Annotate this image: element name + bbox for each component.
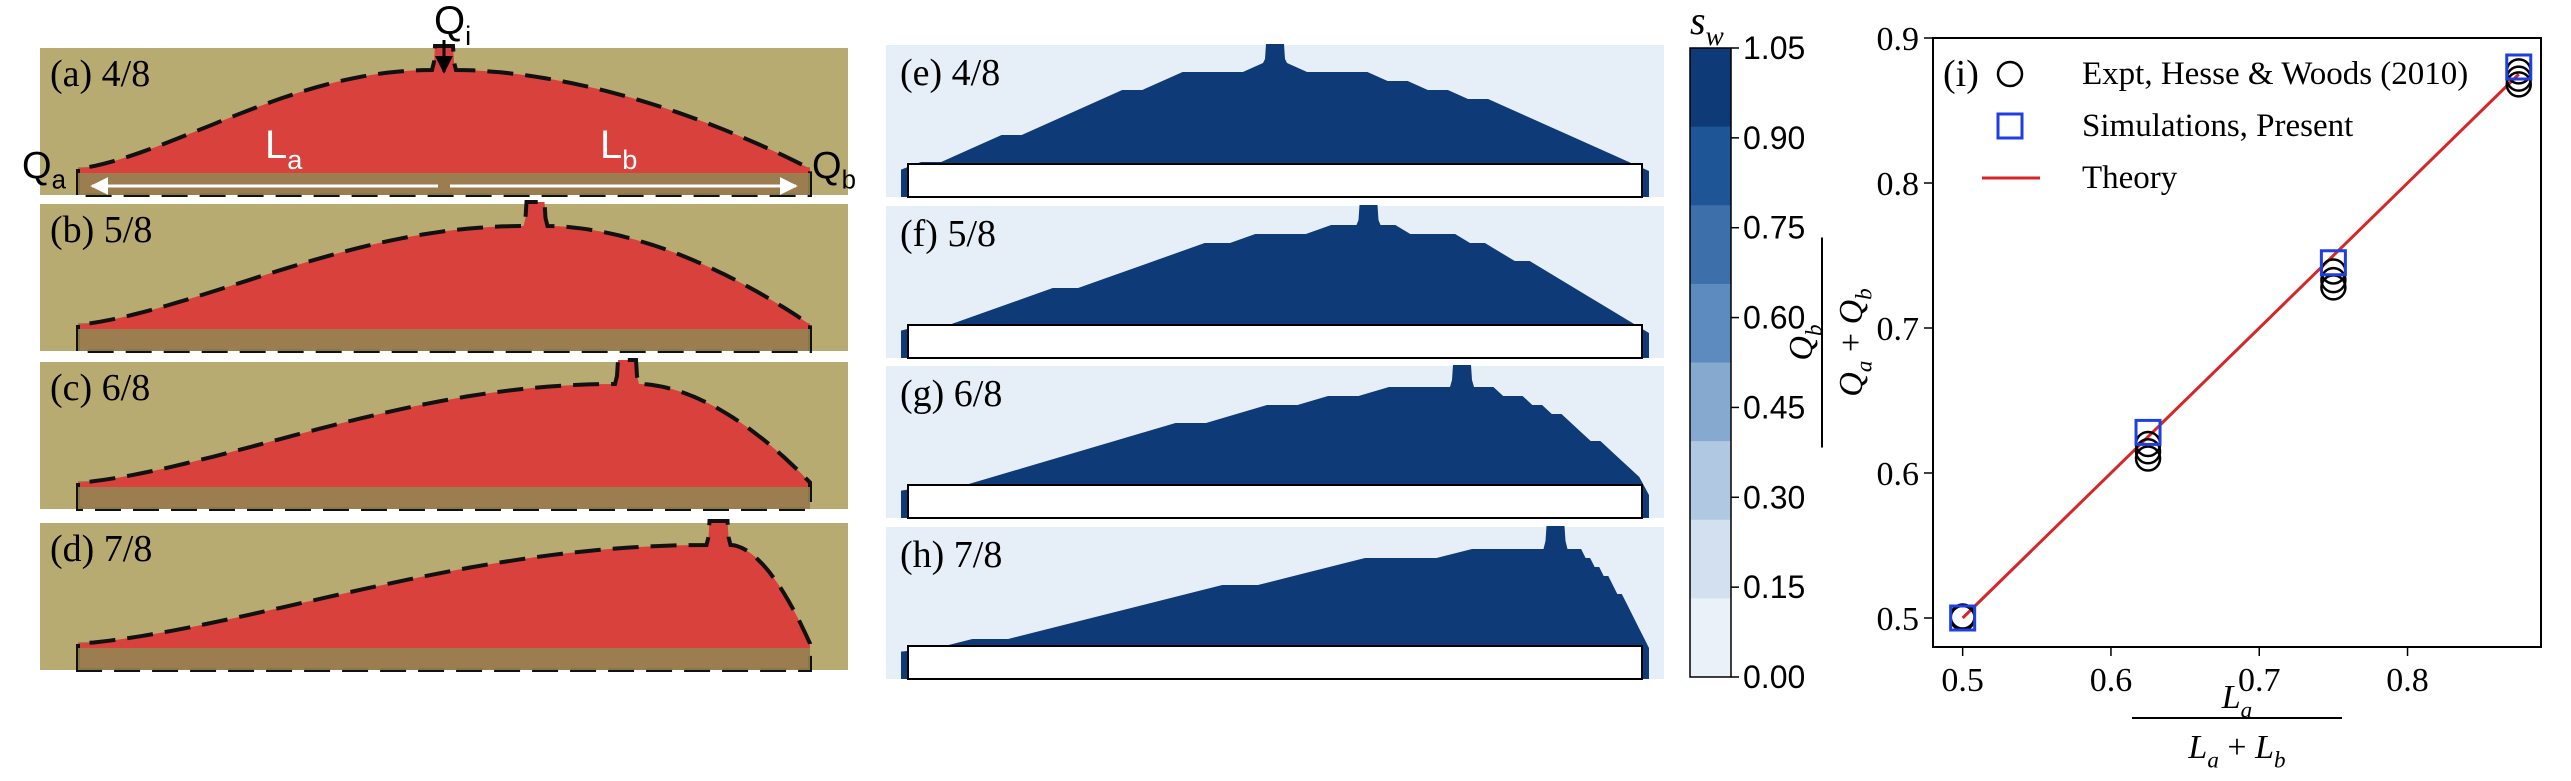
legend-label: Expt, Hesse & Woods (2010): [2082, 56, 2468, 92]
impermeable-block: [907, 645, 1643, 680]
fluid-plume: [78, 521, 810, 670]
x-tick-label: 0.6: [2090, 662, 2133, 699]
legend-label: Theory: [2082, 160, 2178, 196]
label-denominator: Qa + Qb: [1833, 288, 1878, 396]
chart-panel-label: (i): [1943, 53, 1979, 95]
legend-marker-simulation: [1996, 112, 2024, 140]
impermeable-block: [907, 163, 1643, 198]
colorbar-segment: [1690, 48, 1731, 128]
simulation-panel: (h) 7/8: [886, 526, 1664, 680]
x-tick-label: 0.8: [2386, 662, 2429, 699]
colorbar-segment: [1690, 441, 1731, 521]
saturation-plume: [901, 205, 1649, 358]
label-numerator: Qb: [1783, 324, 1828, 360]
label-numerator: La: [2221, 679, 2252, 724]
simulation-point: [2134, 418, 2162, 446]
theory-front-dashed: [76, 519, 812, 672]
experiment-point: [2134, 445, 2162, 472]
colorbar-tick-label: 0.00: [1743, 659, 1805, 695]
colorbar: 1.05 0.90 0.75 0.60 0.45 0.30 0.15 0.00 sw: [1689, 0, 1805, 695]
colorbar-tick-label: 0.75: [1743, 210, 1805, 246]
colorbar-frame: [1689, 47, 1732, 678]
colorbar-segment: [1690, 362, 1731, 442]
colorbar-title: sw: [1690, 0, 1724, 51]
panel-label: (c) 6/8: [50, 367, 150, 409]
colorbar-segment: [1690, 205, 1731, 285]
y-tick-label: 0.8: [1877, 166, 1920, 203]
saturation-plume: [901, 526, 1649, 679]
x-axis-label: La La + Lb: [2132, 679, 2342, 774]
scatter-chart: 0.5 0.6 0.7 0.8 0.5 0.6 0.7 0.8 0.9 (i) Expt, Hess…: [1783, 21, 2542, 774]
experiment-photo-panels: (a) 4/8 (b) 5/8 (c) 6/8 (d) 7/8 Qi Qa Qb La Lb: [22, 0, 856, 672]
colorbar-tick-label: 0.15: [1743, 569, 1805, 605]
y-tick-label: 0.9: [1877, 21, 1920, 58]
simulation-panel: (g) 6/8: [886, 365, 1664, 519]
saturation-plume: [901, 44, 1649, 197]
saturation-plume: [901, 365, 1649, 518]
colorbar-segment: [1690, 283, 1731, 363]
theory-front-dashed: [76, 358, 812, 511]
photo-floor-top: [78, 329, 810, 351]
photo-floor-top: [78, 487, 810, 509]
simulation-point: [2505, 53, 2533, 81]
simulation-panels: (e) 4/8 (f) 5/8 (g) 6/8 (h) 7/8: [886, 44, 1664, 680]
simulation-panel: (f) 5/8: [886, 205, 1664, 359]
panel-label: (a) 4/8: [50, 53, 150, 95]
photo-panel: (c) 6/8: [40, 358, 848, 511]
photo-panel: (b) 5/8: [40, 200, 848, 353]
theory-front-dashed: [76, 200, 812, 353]
simulation-point: [1949, 604, 1977, 632]
x-tick-label: 0.5: [1941, 662, 1984, 699]
y-tick-label: 0.7: [1877, 311, 1920, 348]
y-tick-label: 0.6: [1877, 456, 1920, 493]
panel-label: (b) 5/8: [50, 209, 152, 251]
photo-floor-top: [78, 173, 810, 195]
colorbar-tick-label: 0.45: [1743, 389, 1805, 425]
left-flux-label: Qa: [22, 145, 67, 195]
fluid-plume: [78, 46, 810, 195]
photo-floor-top: [78, 648, 810, 670]
colorbar-tick-label: 0.90: [1743, 120, 1805, 156]
experiment-point: [2320, 266, 2347, 294]
colorbar-tick-label: 0.30: [1743, 479, 1805, 515]
panel-label: (e) 4/8: [900, 52, 1000, 94]
impermeable-block: [907, 484, 1643, 519]
right-flux-label: Qb: [812, 145, 856, 195]
fluid-plume: [78, 360, 810, 509]
theory-front-dashed: [76, 44, 812, 197]
legend-marker-experiment: [1996, 60, 2024, 88]
simulation-panel: (e) 4/8: [886, 44, 1664, 198]
colorbar-tick-label: 1.05: [1743, 30, 1805, 66]
experiment-point: [2134, 438, 2162, 465]
Lb-label: Lb: [600, 123, 637, 175]
theory-line: [1961, 73, 2520, 620]
plot-frame: [1932, 37, 2542, 648]
legend-label: Simulations, Present: [2082, 108, 2353, 144]
photo-panel: (d) 7/8: [40, 519, 848, 672]
x-tick-label: 0.7: [2238, 662, 2281, 699]
experiment-point: [2505, 71, 2533, 98]
panel-label: (f) 5/8: [900, 213, 996, 255]
colorbar-segment: [1690, 519, 1731, 599]
La-label: La: [265, 123, 303, 175]
impermeable-block: [907, 324, 1643, 359]
colorbar-segment: [1690, 126, 1731, 206]
colorbar-tick-label: 0.60: [1743, 300, 1805, 336]
label-denominator: La + Lb: [2187, 729, 2285, 774]
source-flux-label: Qi: [434, 0, 471, 51]
simulation-point: [2319, 249, 2347, 277]
panel-label: (d) 7/8: [50, 528, 152, 570]
panel-label: (g) 6/8: [900, 373, 1002, 415]
y-tick-label: 0.5: [1877, 601, 1920, 638]
colorbar-segment: [1690, 598, 1731, 678]
panel-label: (h) 7/8: [900, 534, 1002, 576]
